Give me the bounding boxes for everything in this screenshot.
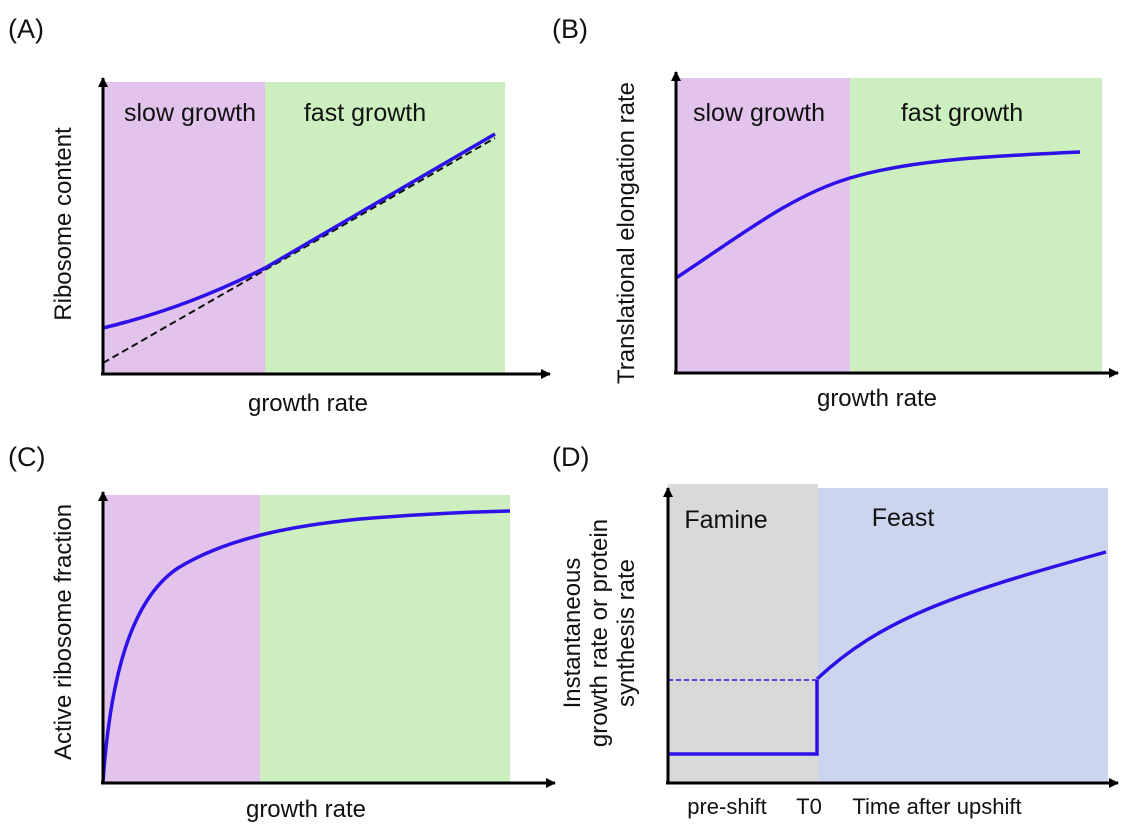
panel-a-xlabel: growth rate bbox=[248, 390, 368, 417]
panel-d-famine-label: Famine bbox=[684, 506, 767, 534]
panel-d-feast-label: Feast bbox=[872, 504, 935, 532]
panel-a: (A) slow growth fast growth growth rate … bbox=[8, 14, 551, 417]
panel-b-slow-region bbox=[676, 78, 850, 373]
panel-d-xtick-preshift: pre-shift bbox=[687, 794, 766, 819]
panel-b-xlabel: growth rate bbox=[817, 385, 937, 412]
panel-a-curve bbox=[102, 132, 496, 330]
panel-d-curve bbox=[815, 550, 1107, 681]
panel-d-feast-region bbox=[818, 488, 1108, 783]
panel-b-slow-label: slow growth bbox=[693, 99, 825, 127]
panel-a-slow-region bbox=[103, 82, 265, 374]
panel-c-label: (C) bbox=[8, 442, 45, 472]
panel-a-fast-region bbox=[265, 82, 505, 374]
panel-b-ylabel: Translational elongation rate bbox=[613, 82, 640, 384]
panel-a-dashed-trend bbox=[102, 137, 496, 364]
panel-d-xtick-time: Time after upshift bbox=[852, 794, 1021, 819]
panel-a-slow-label: slow growth bbox=[124, 99, 256, 127]
panel-c-ylabel: Active ribosome fraction bbox=[50, 504, 77, 760]
panel-a-fast-label: fast growth bbox=[304, 99, 426, 127]
panel-d-label: (D) bbox=[552, 442, 589, 472]
panel-c-slow-region bbox=[103, 495, 260, 783]
panel-a-label: (A) bbox=[8, 14, 44, 44]
panel-c-xlabel: growth rate bbox=[246, 796, 366, 823]
panel-d-step bbox=[668, 680, 819, 756]
panel-b-label: (B) bbox=[552, 14, 588, 44]
panel-d-ylabel-line1: Instantaneous bbox=[559, 558, 586, 709]
panel-d-xtick-t0: T0 bbox=[796, 794, 822, 819]
panel-c-fast-region bbox=[260, 495, 510, 783]
panel-b-fast-label: fast growth bbox=[901, 99, 1023, 127]
panel-d-famine-region bbox=[668, 484, 818, 783]
panel-c: (C) growth rate Active ribosome fraction bbox=[8, 442, 556, 823]
panel-b-fast-region bbox=[850, 78, 1102, 373]
panel-c-curve bbox=[101, 509, 511, 783]
panel-a-ylabel: Ribosome content bbox=[50, 127, 77, 321]
panel-b: (B) slow growth fast growth growth rate … bbox=[552, 14, 1119, 412]
panel-d-ylabel-line2: growth rate or protein bbox=[586, 519, 613, 747]
panel-d-ylabel-line3: synthesis rate bbox=[613, 559, 640, 707]
panel-d: (D) Famine Feast pre-shift T0 Time after… bbox=[552, 442, 1119, 819]
panel-b-curve bbox=[675, 150, 1081, 280]
